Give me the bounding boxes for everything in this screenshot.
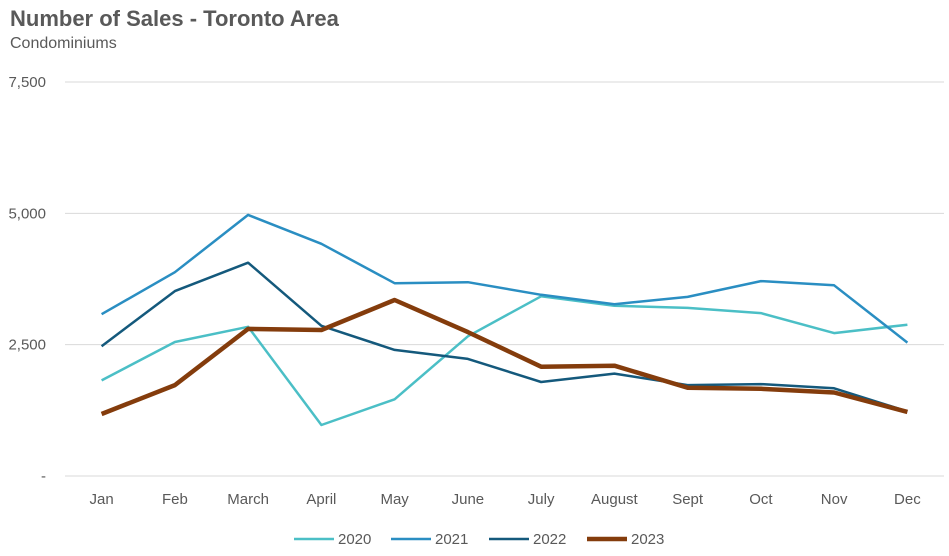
x-tick-label: June [452,491,485,508]
chart-title: Number of Sales - Toronto Area [10,6,339,31]
x-tick-label: Dec [894,491,921,508]
legend: 2020 2021 2022 2023 [294,531,664,548]
series-line-2022 [100,261,908,413]
chart-subtitle: Condominiums [10,35,117,52]
legend-label-2022: 2022 [533,531,566,548]
y-tick-label: 7,500 [8,74,46,91]
y-tick-label: - [41,468,46,485]
x-tick-label: August [591,491,639,508]
series-lines [100,213,909,427]
x-tick-label: Feb [162,491,188,508]
legend-label-2023: 2023 [631,531,664,548]
x-tick-label: April [306,491,336,508]
x-tick-label: May [380,491,409,508]
x-tick-label: March [227,491,269,508]
legend-label-2021: 2021 [435,531,468,548]
y-tick-label: 5,000 [8,205,46,222]
legend-label-2020: 2020 [338,531,371,548]
series-line-2023 [100,297,908,417]
y-axis-ticks: - 2,500 5,000 7,500 [8,74,46,485]
x-tick-label: Oct [749,491,773,508]
y-tick-label: 2,500 [8,337,46,354]
series-line-2021 [100,213,909,344]
x-tick-label: Sept [672,491,704,508]
x-tick-label: July [528,491,555,508]
x-tick-label: Nov [821,491,848,508]
series-line-2020 [101,295,908,427]
x-axis-ticks: Jan Feb March April May June July August Sept Oct… [90,491,922,508]
x-tick-label: Jan [90,491,114,508]
gridlines [65,81,944,477]
